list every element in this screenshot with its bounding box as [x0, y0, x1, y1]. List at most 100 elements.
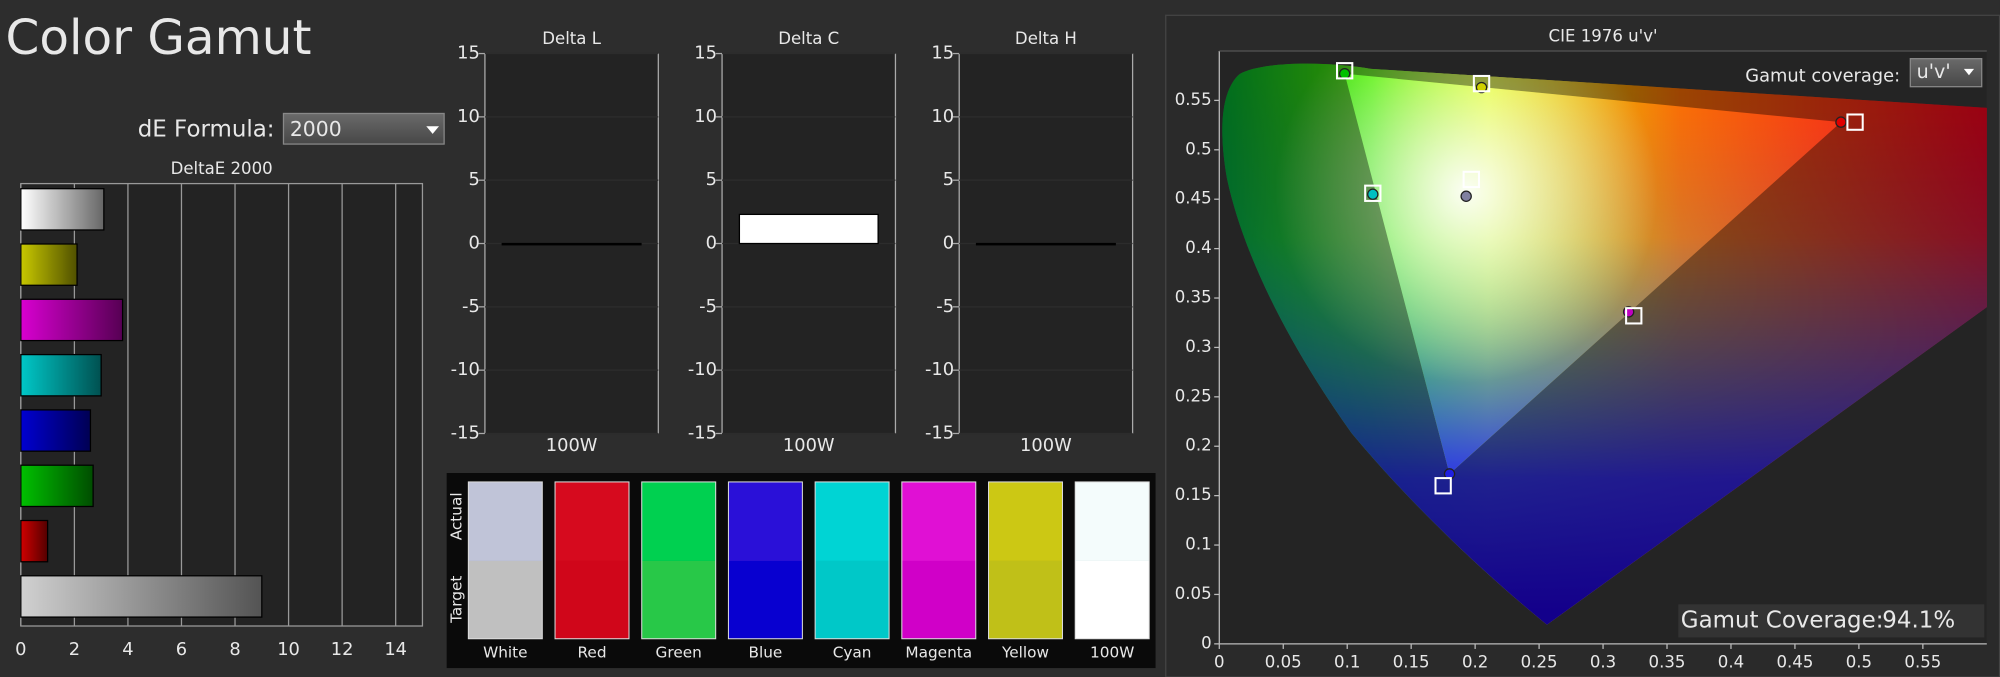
y-tick-label: 0: [1201, 633, 1212, 652]
target-marker: [1625, 307, 1643, 325]
x-tick-label: 6: [176, 639, 187, 660]
bar-shade: [20, 299, 123, 341]
x-tick-label: 0.35: [1649, 652, 1686, 671]
y-tick-label: -15: [451, 422, 480, 443]
y-tick-label: 0.05: [1175, 584, 1212, 603]
bar-shade: [20, 575, 262, 618]
chart-title: CIE 1976 u'v': [1549, 26, 1658, 45]
swatch-actual: [555, 481, 629, 561]
y-tick-label: -10: [688, 359, 717, 380]
target-marker: [1364, 184, 1382, 202]
bar: [501, 242, 642, 246]
y-tick-label: 0.1: [1185, 535, 1211, 554]
plot-area: [20, 182, 424, 627]
x-tick-label: 0.3: [1590, 652, 1616, 671]
swatch-border: [727, 481, 803, 640]
swatch-actual: [988, 481, 1063, 561]
y-tick-label: -5: [699, 296, 717, 317]
swatch-border: [641, 481, 717, 640]
result-label: Gamut Coverage:: [1681, 607, 1884, 633]
x-tick-label: 0.2: [1462, 652, 1488, 671]
gamut-selector-value[interactable]: u'v': [1917, 60, 1951, 83]
swatch-label: Yellow: [1001, 643, 1049, 661]
swatch-label: Green: [656, 643, 702, 661]
x-tick-label: 0.1: [1334, 652, 1360, 671]
x-tick-label: 0.15: [1393, 652, 1430, 671]
target-marker: [1335, 62, 1354, 80]
y-tick-label: -15: [688, 422, 717, 443]
x-tick-label: 100W: [783, 435, 835, 456]
dropdown-arrow[interactable]: [426, 126, 440, 134]
measured-marker: [1338, 67, 1351, 80]
measured-marker: [1835, 116, 1847, 128]
swatch-actual: [815, 481, 890, 561]
formula-label: dE Formula:: [138, 117, 275, 143]
y-tick-label: -5: [462, 296, 480, 317]
x-tick-label: 0.25: [1521, 652, 1558, 671]
formula-dropdown[interactable]: [282, 112, 445, 145]
swatch-target: [815, 560, 890, 639]
y-tick-label: 0.5: [1185, 139, 1211, 158]
bar-shade: [20, 188, 104, 230]
y-tick-label: 0.2: [1185, 436, 1211, 455]
x-tick-label: 10: [277, 639, 300, 660]
target-marker: [1472, 74, 1491, 93]
x-tick-label: 0: [15, 639, 26, 660]
target-marker: [1434, 477, 1452, 495]
y-tick-label: -5: [936, 296, 954, 317]
swatch-label: Cyan: [833, 643, 872, 661]
swatch-label: 100W: [1090, 643, 1134, 661]
y-tick-label: 0.25: [1175, 386, 1212, 405]
row-label: Target: [447, 576, 465, 624]
swatch-border: [901, 481, 977, 640]
y-tick-label: 10: [457, 106, 480, 127]
swatch-border: [554, 481, 630, 640]
swatch-label: Magenta: [905, 643, 972, 661]
x-tick-label: 8: [229, 639, 240, 660]
y-tick-label: 0.3: [1185, 337, 1211, 356]
y-tick-label: 15: [931, 43, 954, 64]
measured-marker: [1460, 190, 1472, 202]
y-tick-label: 0.15: [1175, 485, 1212, 504]
x-tick-label: 100W: [546, 435, 598, 456]
cie-background: [1219, 50, 1987, 644]
x-tick-label: 4: [122, 639, 133, 660]
swatch-border: [814, 481, 890, 640]
swatch-border: [988, 481, 1063, 640]
row-label: Actual: [447, 492, 465, 540]
x-tick-label: 100W: [1020, 435, 1072, 456]
bar-shade: [20, 243, 78, 286]
y-tick-label: 0.45: [1175, 189, 1212, 208]
formula-value[interactable]: 2000: [290, 117, 342, 141]
dropdown-arrow[interactable]: [1963, 68, 1975, 76]
bar: [738, 213, 879, 245]
swatch-actual: [1075, 481, 1150, 561]
y-tick-label: 0.35: [1175, 288, 1212, 307]
x-tick-label: 0.05: [1265, 652, 1302, 671]
swatch-border: [467, 481, 543, 640]
measured-marker: [1367, 188, 1379, 201]
y-tick-label: 0: [468, 233, 479, 254]
x-tick-label: 12: [331, 639, 354, 660]
y-tick-label: 15: [457, 43, 480, 64]
x-tick-label: 0.4: [1718, 652, 1744, 671]
bar-shade: [20, 354, 102, 396]
target-marker: [1846, 113, 1864, 131]
x-tick-label: 14: [384, 639, 407, 660]
bar-shade: [20, 465, 94, 507]
measured-marker: [1475, 81, 1488, 94]
swatch-target: [901, 560, 976, 639]
x-tick-label: 0.45: [1776, 652, 1813, 671]
y-tick-label: -10: [451, 359, 480, 380]
chart-title: Delta H: [1015, 29, 1077, 48]
bar-shade: [20, 520, 48, 562]
y-tick-label: 5: [943, 169, 954, 190]
swatch-target: [468, 560, 543, 639]
swatch-target: [1075, 560, 1150, 639]
y-tick-label: 5: [706, 169, 717, 190]
swatch-target: [988, 560, 1063, 639]
page-title: Color Gamut: [6, 10, 312, 66]
target-marker: [1462, 170, 1480, 189]
result-box: [1678, 604, 1985, 638]
